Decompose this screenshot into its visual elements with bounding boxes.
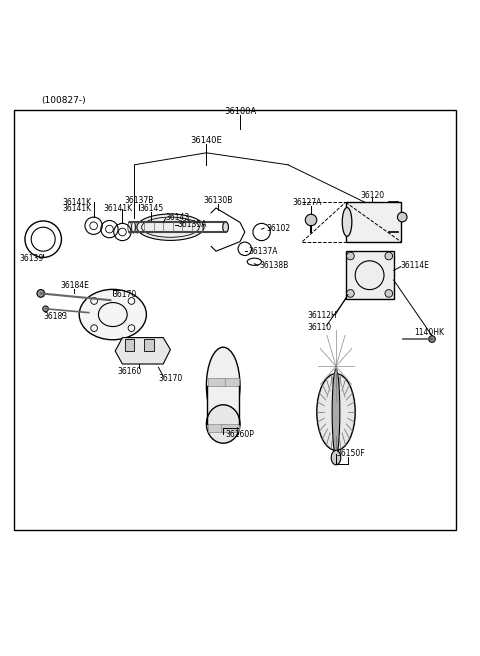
Text: 36184E: 36184E bbox=[60, 281, 89, 290]
Text: 36110: 36110 bbox=[307, 323, 331, 331]
Text: 36141K: 36141K bbox=[103, 205, 132, 213]
Circle shape bbox=[43, 306, 48, 312]
Text: 36100A: 36100A bbox=[224, 108, 256, 117]
Text: 36141K: 36141K bbox=[62, 205, 91, 213]
FancyBboxPatch shape bbox=[125, 339, 134, 350]
FancyBboxPatch shape bbox=[221, 424, 239, 432]
Text: 36141K: 36141K bbox=[62, 197, 91, 207]
Text: 36140E: 36140E bbox=[191, 136, 222, 145]
Text: 36139: 36139 bbox=[19, 254, 43, 263]
FancyBboxPatch shape bbox=[207, 386, 239, 424]
Circle shape bbox=[397, 213, 407, 222]
Text: 36150F: 36150F bbox=[336, 449, 365, 459]
Text: 36114E: 36114E bbox=[401, 261, 430, 270]
Polygon shape bbox=[115, 338, 170, 364]
FancyBboxPatch shape bbox=[144, 339, 154, 350]
Circle shape bbox=[305, 215, 317, 226]
Circle shape bbox=[385, 252, 393, 260]
Ellipse shape bbox=[137, 214, 204, 240]
Text: (100827-): (100827-) bbox=[41, 96, 85, 104]
Ellipse shape bbox=[206, 405, 240, 443]
Text: 36170: 36170 bbox=[158, 374, 182, 383]
Text: 1140HK: 1140HK bbox=[415, 328, 444, 337]
Ellipse shape bbox=[317, 374, 355, 451]
Text: 36137A: 36137A bbox=[249, 247, 278, 256]
Text: 36138B: 36138B bbox=[259, 261, 288, 270]
Text: 36160P: 36160P bbox=[226, 430, 254, 439]
Text: 36143: 36143 bbox=[166, 213, 190, 222]
Ellipse shape bbox=[332, 369, 340, 455]
Ellipse shape bbox=[223, 222, 228, 232]
Text: 36137B: 36137B bbox=[124, 196, 154, 205]
Text: 36120: 36120 bbox=[360, 191, 384, 200]
Text: 36145: 36145 bbox=[139, 205, 163, 213]
Text: 36102: 36102 bbox=[266, 224, 290, 233]
Text: 36130B: 36130B bbox=[204, 196, 233, 205]
Ellipse shape bbox=[206, 347, 240, 424]
Circle shape bbox=[429, 336, 435, 342]
Ellipse shape bbox=[79, 289, 146, 340]
FancyBboxPatch shape bbox=[208, 424, 225, 432]
FancyBboxPatch shape bbox=[221, 378, 239, 386]
Ellipse shape bbox=[342, 207, 352, 236]
FancyBboxPatch shape bbox=[208, 378, 225, 386]
Circle shape bbox=[37, 289, 45, 297]
FancyBboxPatch shape bbox=[14, 110, 456, 529]
FancyBboxPatch shape bbox=[346, 251, 394, 299]
Circle shape bbox=[347, 289, 354, 297]
Text: 36127A: 36127A bbox=[292, 197, 322, 207]
Circle shape bbox=[347, 252, 354, 260]
FancyBboxPatch shape bbox=[346, 202, 401, 241]
Text: 36160: 36160 bbox=[118, 367, 142, 376]
Text: 36183: 36183 bbox=[43, 312, 67, 321]
Circle shape bbox=[385, 289, 393, 297]
Text: 36170: 36170 bbox=[113, 290, 137, 299]
Text: 36135A: 36135A bbox=[178, 220, 207, 230]
Ellipse shape bbox=[331, 451, 341, 465]
Text: 36112H: 36112H bbox=[307, 312, 337, 321]
